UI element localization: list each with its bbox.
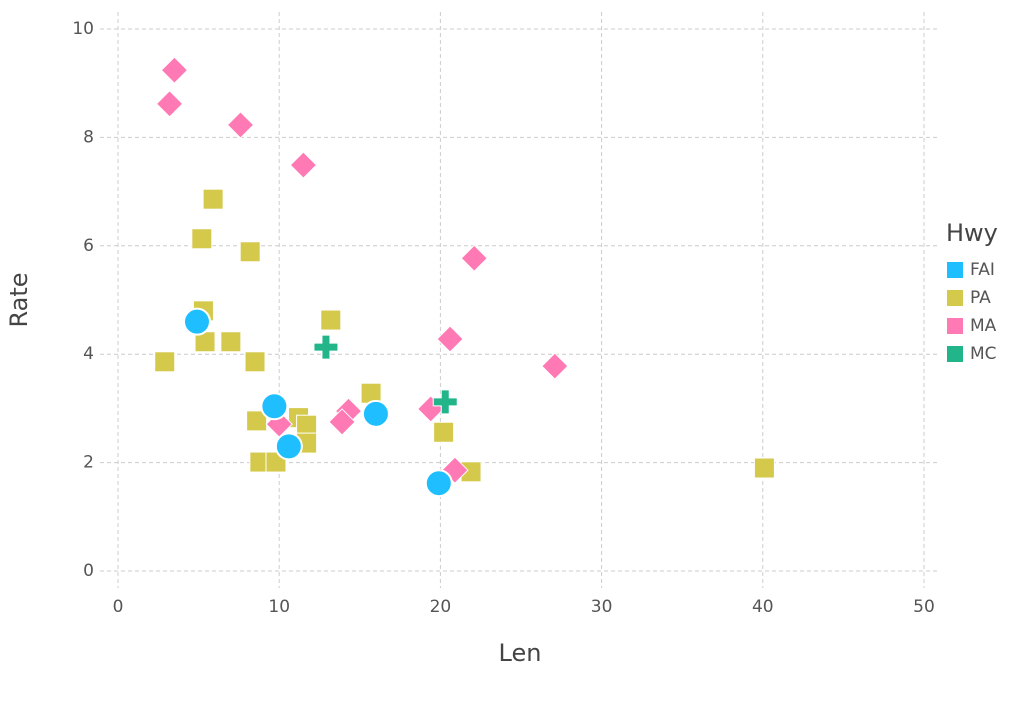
y-tick-label: 10 [72, 19, 94, 39]
y-tick-label: 2 [83, 453, 94, 473]
point [436, 325, 464, 353]
point [328, 408, 356, 436]
point [160, 56, 189, 84]
legend-swatch [947, 262, 963, 278]
x-axis-title: Len [499, 639, 542, 667]
point [182, 307, 211, 336]
legend-label: MA [970, 316, 997, 336]
point [244, 351, 266, 373]
legend-swatch [947, 346, 963, 362]
point [541, 352, 569, 380]
point [226, 111, 255, 139]
point [753, 457, 775, 479]
point [155, 90, 184, 118]
point [246, 410, 268, 432]
point [289, 151, 318, 179]
point [274, 432, 303, 461]
point [424, 469, 453, 498]
point [433, 421, 455, 443]
legend-label: PA [970, 288, 991, 308]
y-tick-label: 0 [83, 561, 94, 581]
legend-label: MC [970, 344, 997, 364]
y-tick-label: 8 [83, 127, 94, 147]
point [460, 244, 488, 272]
x-tick-label: 20 [430, 597, 452, 617]
point [361, 399, 390, 428]
point [191, 228, 213, 250]
x-tick-label: 0 [113, 597, 124, 617]
point [154, 351, 176, 373]
y-tick-label: 6 [83, 236, 94, 256]
y-tick-label: 4 [83, 344, 94, 364]
x-tick-label: 30 [591, 597, 613, 617]
legend-title: Hwy [946, 219, 998, 247]
x-tick-label: 50 [913, 597, 935, 617]
point [260, 392, 289, 421]
legend-swatch [947, 290, 963, 306]
x-tick-label: 10 [268, 597, 290, 617]
x-tick-label: 40 [752, 597, 774, 617]
y-axis-title: Rate [5, 272, 33, 327]
point [432, 389, 458, 415]
point [202, 188, 224, 210]
legend-label: FAI [970, 260, 995, 280]
point [220, 331, 242, 353]
legend-swatch [947, 318, 963, 334]
point [320, 309, 342, 331]
point [296, 414, 318, 436]
point [239, 241, 261, 263]
point [313, 334, 339, 360]
